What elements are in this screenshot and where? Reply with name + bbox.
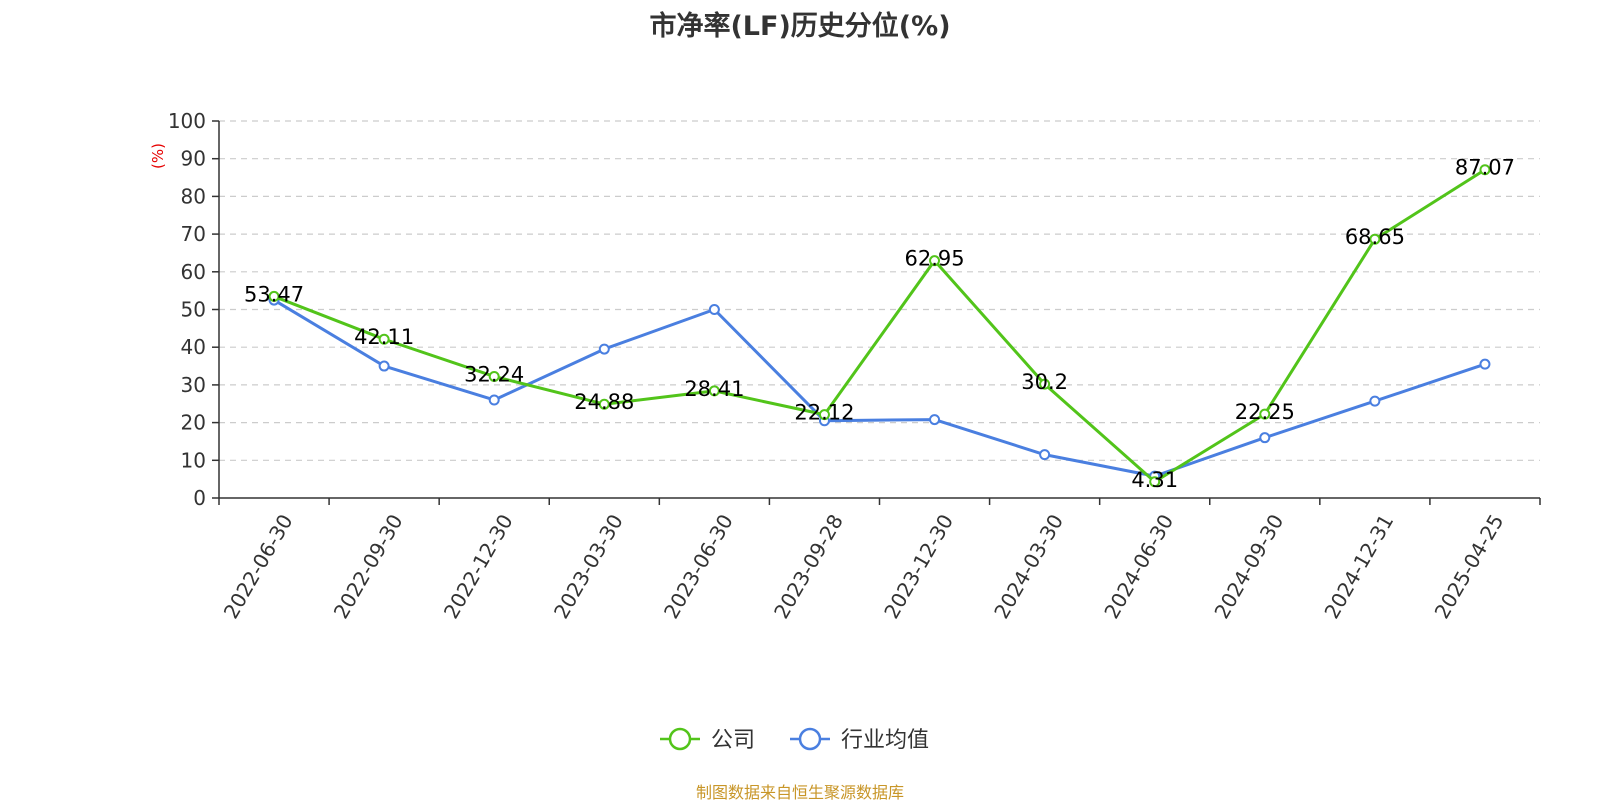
data-point[interactable] (268, 290, 280, 302)
x-tick-label: 2022-06-30 (219, 510, 298, 623)
data-point[interactable] (1369, 233, 1381, 245)
data-point[interactable] (1259, 432, 1271, 444)
data-label: 4.31 (1131, 468, 1178, 492)
x-tick-label: 2024-09-30 (1209, 510, 1288, 623)
x-tick-label: 2024-06-30 (1099, 510, 1178, 623)
series-line-0 (273, 168, 1486, 484)
source-note: 制图数据来自恒生聚源数据库 (695, 783, 904, 802)
y-tick-label: 80 (181, 184, 206, 208)
x-tick-label: 2023-06-30 (659, 510, 738, 623)
y-tick-label: 40 (181, 335, 206, 359)
data-label: 53.47 (244, 282, 304, 306)
data-point[interactable] (1039, 449, 1051, 461)
y-tick-label: 90 (181, 147, 206, 171)
data-point[interactable] (1149, 476, 1161, 488)
data-label: 30.2 (1021, 370, 1068, 394)
y-axis-unit: (%) (149, 143, 167, 169)
x-tick-label: 2022-12-30 (439, 510, 518, 623)
data-point[interactable] (1479, 358, 1491, 370)
data-point[interactable] (378, 333, 390, 345)
data-point[interactable] (598, 343, 610, 355)
data-point[interactable] (1479, 164, 1491, 176)
legend-swatch-marker (668, 727, 692, 751)
data-label: 22.25 (1235, 400, 1295, 424)
legend-item[interactable]: 行业均值 (790, 727, 929, 753)
data-label: 22.12 (794, 401, 854, 425)
y-tick-label: 0 (193, 486, 206, 510)
data-point[interactable] (1039, 378, 1051, 390)
data-label: 68.65 (1345, 225, 1405, 249)
legend-label: 行业均值 (841, 728, 929, 753)
x-tick-label: 2023-03-30 (549, 510, 628, 623)
legend: 公司 行业均值 (660, 727, 929, 753)
data-point[interactable] (488, 370, 500, 382)
x-tick-label: 2022-09-30 (329, 510, 408, 623)
grid-layer (219, 120, 1540, 461)
data-point[interactable] (488, 394, 500, 406)
legend-swatch-marker (798, 727, 822, 751)
x-tick-label: 2024-12-31 (1319, 510, 1398, 623)
x-tick-label: 2023-09-28 (769, 510, 848, 623)
data-point[interactable] (1259, 408, 1271, 420)
data-label: 42.11 (354, 325, 414, 349)
y-tick-label: 20 (181, 411, 206, 435)
data-label: 87.07 (1455, 156, 1515, 180)
data-point[interactable] (708, 385, 720, 397)
data-label: 32.24 (464, 362, 524, 386)
data-point[interactable] (1369, 395, 1381, 407)
data-point[interactable] (929, 414, 941, 426)
data-point[interactable] (598, 398, 610, 410)
y-tick-label: 50 (181, 298, 206, 322)
data-point[interactable] (929, 255, 941, 267)
data-point[interactable] (818, 409, 830, 421)
x-tick-label: 2024-03-30 (989, 510, 1068, 623)
data-label: 28.41 (684, 377, 744, 401)
data-label-layer: 53.47 42.11 32.24 24.88 28.41 22.12 62.95 30.2 4… (244, 156, 1515, 492)
legend-label: 公司 (711, 728, 755, 753)
y-tick-label: 10 (181, 448, 206, 472)
axis-layer: 0 10 20 30 40 50 60 70 80 90 100(%) 2022-06-30 2022-… (149, 109, 1541, 623)
data-label: 24.88 (574, 390, 634, 414)
data-label: 62.95 (904, 247, 964, 271)
y-tick-label: 60 (181, 260, 206, 284)
series-line-1 (273, 298, 1486, 478)
legend-item[interactable]: 公司 (660, 727, 755, 753)
x-tick-label: 2023-12-30 (879, 510, 958, 623)
data-point[interactable] (708, 304, 720, 315)
y-tick-label: 30 (181, 373, 206, 397)
y-tick-label: 70 (181, 222, 206, 246)
y-tick-label: 100 (168, 109, 206, 133)
series-layer (268, 164, 1491, 488)
x-tick-label: 2025-04-25 (1430, 510, 1509, 623)
chart-title: 市净率(LF)历史分位(%) (649, 11, 951, 42)
data-point[interactable] (378, 360, 390, 372)
